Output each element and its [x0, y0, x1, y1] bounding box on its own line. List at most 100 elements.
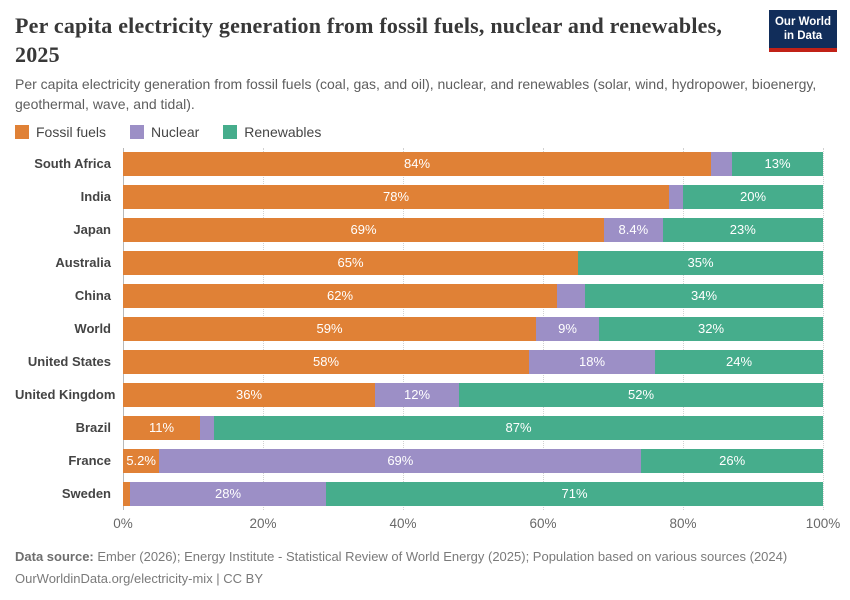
chart-row: India 78% 20% [15, 184, 823, 209]
legend-label: Renewables [244, 123, 322, 140]
bar-segment-renewables[interactable]: 34% [585, 283, 823, 308]
bar-segment-renewables[interactable]: 52% [459, 382, 823, 407]
legend-item-fossil-fuels[interactable]: Fossil fuels [15, 124, 106, 140]
chart-row: Sweden 28% 71% [15, 481, 823, 506]
bar-segment-fossil-fuels[interactable] [123, 481, 130, 506]
owid-logo-line1: Our World [774, 16, 831, 28]
fossil-fuels-swatch-icon [15, 124, 29, 139]
legend-item-nuclear[interactable]: Nuclear [130, 124, 199, 140]
data-source-line: Data source: Ember (2026); Energy Instit… [15, 546, 823, 568]
bar-segment-renewables[interactable]: 35% [578, 250, 823, 275]
bar-segment-nuclear[interactable] [557, 283, 585, 308]
category-label[interactable]: India [80, 189, 111, 205]
bar-segment-fossil-fuels[interactable]: 59% [123, 316, 536, 341]
bar-value-label: 78% [382, 189, 410, 205]
bar-segment-renewables[interactable]: 20% [683, 184, 823, 209]
bar-segment-renewables[interactable]: 24% [655, 349, 823, 374]
bar-value-label: 8.4% [618, 222, 649, 238]
bar-track: 78% 20% [123, 184, 823, 209]
bar-value-label: 13% [764, 156, 791, 172]
bar-segment-fossil-fuels[interactable]: 58% [123, 349, 529, 374]
chart-row: World 59% 9% 32% [15, 316, 823, 341]
category-label[interactable]: World [74, 321, 111, 337]
bar-value-label: 36% [235, 387, 263, 403]
bar-segment-fossil-fuels[interactable]: 69% [123, 217, 605, 242]
bar-value-label: 32% [697, 321, 725, 337]
bar-segment-fossil-fuels[interactable]: 65% [123, 250, 578, 275]
bar-track: 84% 13% [123, 151, 823, 176]
bar-value-label: 9% [558, 321, 577, 337]
x-tick-label: 40% [389, 515, 417, 531]
bar-track: 58% 18% 24% [123, 349, 823, 374]
bar-value-label: 58% [312, 354, 340, 370]
bar-segment-fossil-fuels[interactable]: 5.2% [123, 448, 160, 473]
chart-row: China 62% 34% [15, 283, 823, 308]
plot-area: South Africa 84% 13% India 78% 20% Japan 69% 8.4… [15, 147, 824, 510]
x-tick-label: 0% [113, 515, 133, 531]
bar-value-label: 18% [578, 354, 606, 370]
category-label[interactable]: Australia [55, 255, 111, 271]
bar-segment-nuclear[interactable]: 28% [130, 481, 326, 506]
bar-segment-renewables[interactable]: 26% [641, 448, 823, 473]
bar-track: 11% 87% [123, 415, 823, 440]
bar-value-label: 24% [725, 354, 753, 370]
category-label[interactable]: United Kingdom [15, 387, 116, 403]
bar-segment-renewables[interactable]: 71% [326, 481, 823, 506]
legend-item-renewables[interactable]: Renewables [223, 124, 321, 140]
category-label[interactable]: China [74, 288, 111, 304]
bar-track: 59% 9% 32% [123, 316, 823, 341]
chart-row: South Africa 84% 13% [15, 151, 823, 176]
chart-row: United States 58% 18% 24% [15, 349, 823, 374]
bar-value-label: 28% [214, 486, 242, 502]
chart-title: Per capita electricity generation from f… [15, 13, 723, 67]
bar-segment-renewables[interactable]: 13% [732, 151, 823, 176]
bar-segment-fossil-fuels[interactable]: 36% [123, 382, 375, 407]
category-label[interactable]: Sweden [61, 486, 111, 502]
bar-track: 69% 8.4% 23% [123, 217, 823, 242]
category-label[interactable]: Japan [73, 222, 111, 238]
bar-track: 5.2% 69% 26% [123, 448, 823, 473]
bar-track: 28% 71% [123, 481, 823, 506]
bar-value-label: 12% [403, 387, 431, 403]
bar-value-label: 69% [350, 222, 377, 238]
bar-track: 62% 34% [123, 283, 823, 308]
bar-value-label: 59% [316, 321, 343, 337]
bar-segment-nuclear[interactable]: 12% [375, 382, 459, 407]
chart-row: United Kingdom 36% 12% 52% [15, 382, 823, 407]
category-label[interactable]: France [68, 453, 111, 469]
bar-segment-nuclear[interactable] [669, 184, 683, 209]
category-label[interactable]: South Africa [34, 156, 111, 172]
chart-row: Japan 69% 8.4% 23% [15, 217, 823, 242]
category-label[interactable]: Brazil [75, 420, 111, 436]
bar-segment-nuclear[interactable]: 69% [159, 448, 642, 473]
bar-segment-renewables[interactable]: 23% [662, 217, 823, 242]
bar-segment-fossil-fuels[interactable]: 11% [123, 415, 200, 440]
bar-segment-nuclear[interactable]: 8.4% [604, 217, 663, 242]
gridline-100 [823, 147, 824, 510]
legend-label: Fossil fuels [36, 123, 107, 140]
bar-value-label: 34% [690, 288, 718, 304]
legend: Fossil fuels Nuclear Renewables [15, 124, 823, 140]
x-tick-label: 60% [529, 515, 557, 531]
data-source-label: Data source: [15, 548, 94, 564]
bar-segment-renewables[interactable]: 87% [214, 415, 823, 440]
bar-segment-nuclear[interactable]: 9% [536, 316, 599, 341]
chart-footer: Data source: Ember (2026); Energy Instit… [15, 546, 823, 590]
bar-segment-renewables[interactable]: 32% [599, 316, 823, 341]
bar-segment-fossil-fuels[interactable]: 78% [123, 184, 669, 209]
bar-segment-nuclear[interactable] [200, 415, 214, 440]
bar-segment-fossil-fuels[interactable]: 62% [123, 283, 557, 308]
chart-subtitle: Per capita electricity generation from f… [15, 76, 817, 112]
bar-segment-nuclear[interactable]: 18% [529, 349, 655, 374]
bar-segment-nuclear[interactable] [711, 151, 732, 176]
bar-value-label: 26% [719, 453, 746, 469]
category-label[interactable]: United States [27, 354, 111, 370]
owid-logo[interactable]: Our World in Data [769, 10, 837, 52]
bar-value-label: 87% [505, 420, 532, 436]
bar-value-label: 52% [627, 387, 655, 403]
bar-value-label: 69% [387, 453, 414, 469]
license-link-line[interactable]: OurWorldinData.org/electricity-mix | CC … [15, 570, 264, 586]
data-source-text: Ember (2026); Energy Institute - Statist… [93, 548, 788, 564]
bar-segment-fossil-fuels[interactable]: 84% [123, 151, 711, 176]
